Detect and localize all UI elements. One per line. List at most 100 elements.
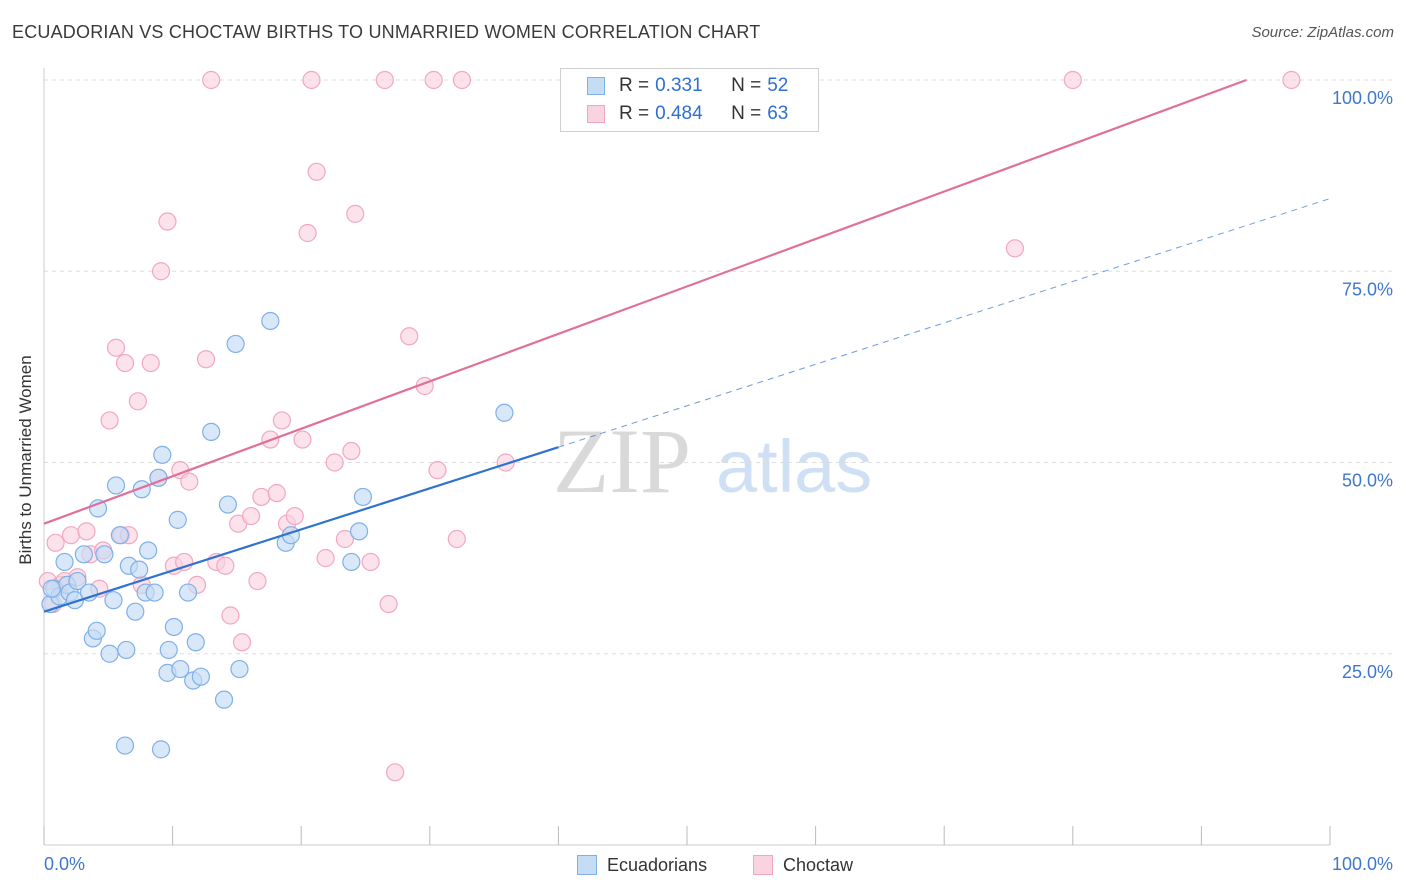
ecuadorian-point <box>342 552 361 572</box>
y-tick-label: 100.0% <box>1332 88 1393 108</box>
choctaw-point <box>100 411 119 430</box>
ecuadorian-point <box>230 659 249 679</box>
choctaw-point <box>335 529 355 549</box>
ecuadorian-point <box>202 422 221 441</box>
n-label: N = <box>731 75 762 96</box>
choctaw-point <box>248 571 267 591</box>
chart-source: Source: ZipAtlas.com <box>1251 24 1394 41</box>
choctaw-point <box>272 411 292 430</box>
ecuadorian-point <box>55 552 74 572</box>
ecuadorian-point <box>95 545 114 564</box>
choctaw-point <box>115 353 135 373</box>
ecuadorian-point <box>100 644 119 663</box>
r-label: R = <box>619 103 650 124</box>
ecuadorian-point <box>130 560 149 579</box>
ecuadorian-point <box>186 633 205 652</box>
choctaw-point <box>61 526 81 545</box>
choctaw-point <box>252 487 271 507</box>
ecuadorian-point <box>74 545 93 564</box>
n-label: N = <box>731 103 762 124</box>
choctaw-point <box>428 461 447 480</box>
ecuadorian-point <box>171 659 190 679</box>
choctaw-point <box>158 212 177 231</box>
choctaw-point <box>302 70 321 90</box>
r-value: 0.484 <box>655 103 703 124</box>
choctaw-point <box>180 472 199 491</box>
ecuadorian-point <box>126 602 145 621</box>
ecuadorians-legend-swatch <box>577 855 597 875</box>
choctaw-point <box>285 506 304 526</box>
ecuadorian-point <box>145 583 164 602</box>
ecuadorian-point <box>353 487 373 507</box>
y-tick-label: 25.0% <box>1342 662 1393 682</box>
ecuadorian-point <box>151 740 171 759</box>
choctaw-point <box>447 529 466 549</box>
y-axis-label: Births to Unmarried Women <box>16 355 35 565</box>
n-value: 63 <box>767 103 789 124</box>
ecuadorians-trend-line <box>43 446 559 613</box>
choctaw-point <box>196 350 216 369</box>
n-value: 52 <box>767 75 789 96</box>
ecuadorian-point <box>159 640 178 660</box>
choctaw-point <box>151 262 171 281</box>
ecuadorian-point <box>218 495 237 514</box>
choctaw-point <box>452 70 472 90</box>
ecuadorian-point <box>164 617 183 637</box>
choctaw-point <box>77 522 96 541</box>
x-tick-label-left: 0.0% <box>44 854 85 874</box>
ecuadorian-point <box>495 403 514 422</box>
legend-item-ecuadorians[interactable]: Ecuadorians <box>577 852 707 878</box>
choctaw-point <box>221 606 240 625</box>
legend-row-ecuadorians: R = 0.331 N = 52 <box>587 73 788 99</box>
watermark-zip: ZIP <box>553 410 691 512</box>
ecuadorian-point <box>168 510 187 529</box>
choctaw-point <box>267 484 286 503</box>
choctaw-point <box>106 338 126 357</box>
ecuadorian-point <box>68 571 87 591</box>
ecuadorian-point <box>139 541 158 560</box>
legend-row-choctaw: R = 0.484 N = 63 <box>587 101 788 127</box>
choctaw-point <box>325 453 344 472</box>
choctaw-point <box>202 70 221 90</box>
ecuadorians-swatch <box>587 77 605 95</box>
choctaw-point <box>1063 70 1082 90</box>
r-value: 0.331 <box>655 75 703 96</box>
choctaw-point <box>400 327 419 346</box>
choctaw-point <box>375 70 394 90</box>
y-tick-label: 50.0% <box>1342 471 1393 491</box>
ecuadorian-point <box>261 311 280 331</box>
chart-title: ECUADORIAN VS CHOCTAW BIRTHS TO UNMARRIE… <box>12 22 761 42</box>
ecuadorian-point <box>88 499 108 518</box>
y-tick-label: 75.0% <box>1342 279 1393 299</box>
choctaw-point <box>141 353 160 373</box>
ecuadorian-point <box>178 583 198 602</box>
choctaw-point <box>307 162 326 181</box>
ecuadorian-point <box>214 690 234 709</box>
choctaw-point <box>241 506 261 526</box>
choctaw-point <box>216 556 235 575</box>
x-tick-label-right: 100.0% <box>1332 854 1393 874</box>
stats-legend: R = 0.331 N = 52 R = 0.484 N = 63 <box>560 68 819 132</box>
ecuadorian-point <box>117 640 136 660</box>
legend-label-ecuadorians: Ecuadorians <box>607 854 708 875</box>
choctaw-trend-line <box>43 78 1247 525</box>
choctaw-point <box>1282 70 1301 90</box>
choctaw-point <box>385 763 405 782</box>
choctaw-point <box>424 70 443 90</box>
ecuadorian-point <box>349 522 369 541</box>
ecuadorian-point <box>42 579 61 598</box>
choctaw-point <box>346 204 365 223</box>
choctaw-legend-swatch <box>753 855 773 875</box>
choctaw-point <box>379 594 398 614</box>
ecuadorian-point <box>106 476 126 495</box>
ecuadorian-point <box>226 334 245 354</box>
legend-item-choctaw[interactable]: Choctaw <box>753 852 853 878</box>
watermark-atlas: atlas <box>716 425 872 508</box>
choctaw-point <box>128 392 147 411</box>
ecuadorian-point <box>110 526 129 545</box>
choctaw-point <box>361 552 380 572</box>
choctaw-point <box>316 549 335 568</box>
choctaw-point <box>496 453 515 472</box>
legend-label-choctaw: Choctaw <box>783 854 854 875</box>
